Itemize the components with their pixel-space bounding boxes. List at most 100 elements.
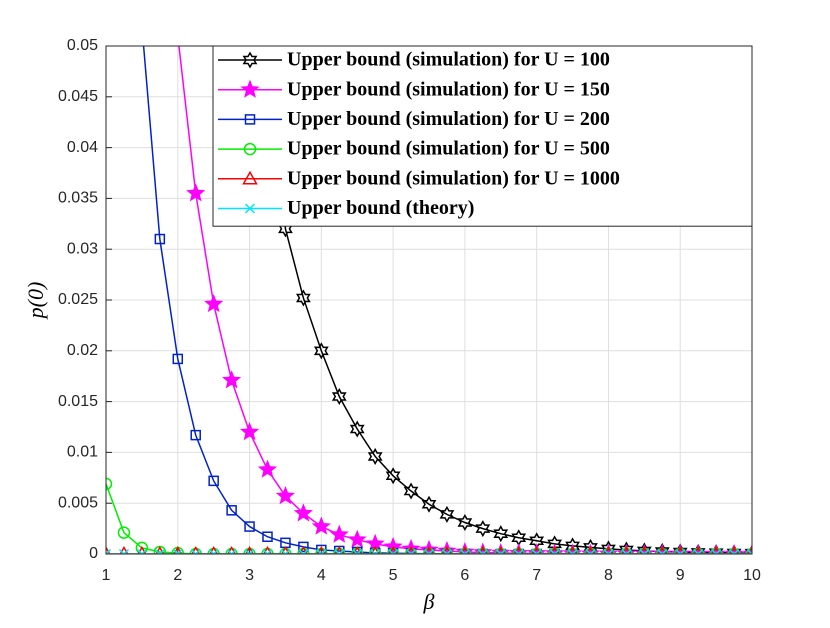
marker xyxy=(367,447,383,465)
marker xyxy=(477,548,488,554)
marker xyxy=(729,548,740,554)
legend: Upper bound (simulation) for U = 100 Uppe… xyxy=(212,45,753,227)
legend-label: Upper bound (theory) xyxy=(287,197,474,219)
x-tick-label: 6 xyxy=(460,567,469,584)
marker xyxy=(349,420,365,438)
marker xyxy=(531,548,542,554)
y-tick-label: 0.025 xyxy=(58,291,98,308)
marker xyxy=(657,548,668,554)
marker xyxy=(370,548,381,554)
marker xyxy=(137,21,146,30)
marker xyxy=(352,548,363,554)
marker xyxy=(106,548,112,554)
legend-label: Upper bound (simulation) for U = 1000 xyxy=(287,167,620,189)
x-tick-label: 8 xyxy=(604,567,613,584)
marker xyxy=(244,548,255,554)
marker xyxy=(244,114,256,125)
x-tick-label: 7 xyxy=(532,567,541,584)
marker xyxy=(657,548,668,554)
y-tick-label: 0.03 xyxy=(67,240,98,257)
marker xyxy=(262,548,273,554)
marker xyxy=(334,548,345,554)
marker xyxy=(313,342,329,360)
x-tick-label: 1 xyxy=(102,567,111,584)
y-tick-label: 0.045 xyxy=(58,88,98,105)
marker xyxy=(186,183,206,202)
y-tick-label: 0.05 xyxy=(67,37,98,54)
marker xyxy=(243,142,257,156)
marker xyxy=(117,526,131,539)
marker xyxy=(172,548,183,554)
marker xyxy=(170,28,185,42)
marker xyxy=(636,542,652,554)
marker xyxy=(226,505,237,516)
x-tick-label: 4 xyxy=(317,567,326,584)
marker xyxy=(619,541,634,554)
legend-label: Upper bound (simulation) for U = 500 xyxy=(287,138,610,160)
marker xyxy=(639,548,650,554)
x-tick-label: 3 xyxy=(245,567,254,584)
marker xyxy=(693,548,704,554)
marker xyxy=(242,170,258,185)
marker xyxy=(567,548,578,554)
marker xyxy=(240,422,260,441)
marker xyxy=(423,548,435,554)
marker xyxy=(549,548,560,554)
marker xyxy=(603,548,614,554)
marker xyxy=(296,289,311,307)
marker xyxy=(603,548,614,554)
marker xyxy=(154,233,166,245)
marker xyxy=(403,482,419,500)
marker xyxy=(475,520,491,538)
y-tick-label: 0.035 xyxy=(58,190,98,207)
x-tick-label: 9 xyxy=(676,567,685,584)
marker xyxy=(316,548,327,554)
marker xyxy=(311,516,331,535)
legend-label: Upper bound (simulation) for U = 200 xyxy=(287,108,610,130)
marker xyxy=(331,387,347,406)
marker xyxy=(329,524,349,543)
marker xyxy=(459,548,470,554)
marker xyxy=(222,370,242,389)
marker xyxy=(208,548,219,554)
marker xyxy=(513,548,524,554)
y-tick-label: 0 xyxy=(89,545,98,562)
marker xyxy=(690,543,706,554)
marker xyxy=(457,513,473,532)
legend-label: Upper bound (simulation) for U = 100 xyxy=(287,49,610,71)
marker xyxy=(726,544,742,554)
marker xyxy=(711,548,722,554)
x-tick-label: 10 xyxy=(743,567,761,584)
marker xyxy=(208,475,219,487)
marker xyxy=(654,542,670,554)
marker xyxy=(118,548,129,554)
x-tick-label: 5 xyxy=(389,567,398,584)
marker xyxy=(583,538,598,554)
marker xyxy=(585,548,596,554)
marker xyxy=(257,459,278,478)
marker xyxy=(190,548,201,554)
marker xyxy=(674,548,686,554)
marker xyxy=(744,544,752,554)
marker xyxy=(567,548,578,554)
marker xyxy=(106,477,113,491)
marker xyxy=(495,548,507,554)
x-tick-label: 2 xyxy=(173,567,182,584)
marker xyxy=(513,548,524,554)
marker xyxy=(746,548,752,554)
marker xyxy=(549,548,560,554)
marker xyxy=(621,548,632,554)
marker xyxy=(154,548,165,554)
y-tick-label: 0.04 xyxy=(67,139,98,156)
y-axis-label: p(0) xyxy=(23,282,48,321)
marker xyxy=(280,548,291,554)
y-tick-label: 0.02 xyxy=(67,342,98,359)
marker xyxy=(710,548,722,554)
marker xyxy=(672,543,688,554)
marker xyxy=(675,548,686,554)
marker xyxy=(728,548,740,554)
marker xyxy=(136,548,147,554)
marker xyxy=(244,521,255,532)
marker xyxy=(441,548,452,554)
